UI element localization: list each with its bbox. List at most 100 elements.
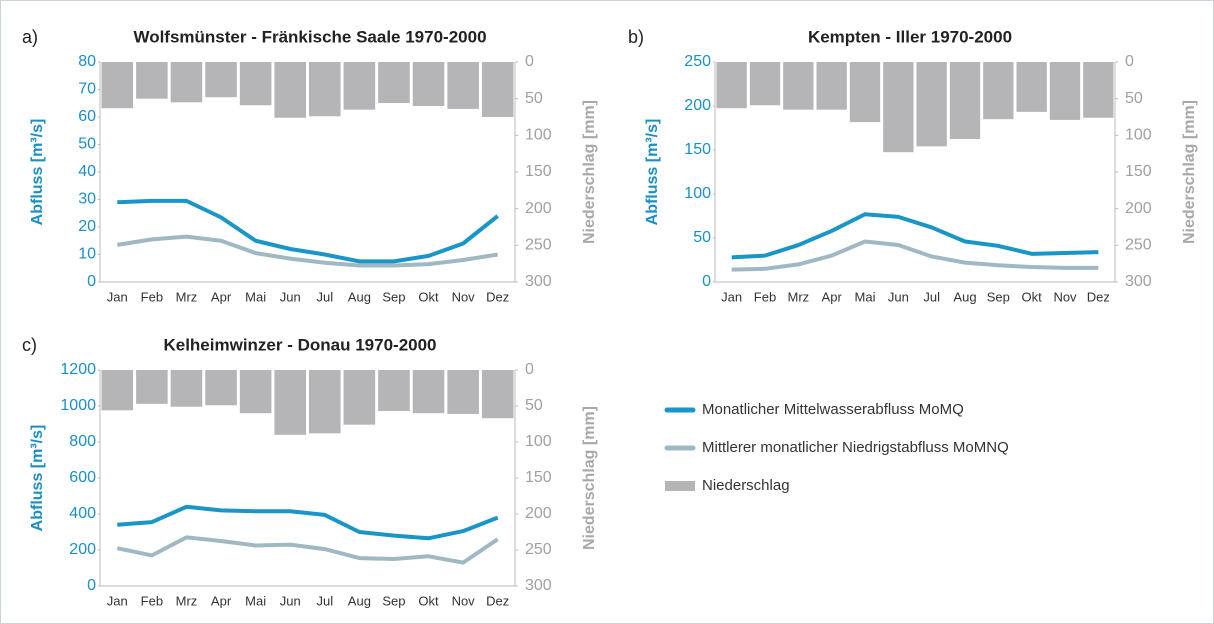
y-tick-label: 40 xyxy=(78,163,96,180)
y2-tick-label: 50 xyxy=(525,90,543,107)
y-tick-label: 400 xyxy=(69,505,96,522)
y-tick-label: 1000 xyxy=(60,397,96,414)
y2-tick-label: 100 xyxy=(525,433,552,450)
x-tick-label: Mai xyxy=(245,289,266,304)
panel-label: c) xyxy=(22,335,37,355)
precip-bar xyxy=(481,370,514,419)
x-tick-label: Nov xyxy=(1053,289,1077,304)
precip-bar xyxy=(309,62,341,117)
precip-bar xyxy=(816,62,847,110)
precip-bar xyxy=(170,370,203,407)
y2-tick-label: 300 xyxy=(1125,273,1152,290)
precip-bar xyxy=(1049,62,1081,120)
x-tick-label: Jun xyxy=(888,289,909,304)
x-tick-label: Jul xyxy=(316,289,333,304)
y-tick-label: 20 xyxy=(78,218,96,235)
x-tick-label: Jul xyxy=(316,593,333,608)
y2-tick-label: 50 xyxy=(525,397,543,414)
precip-bar xyxy=(749,62,781,106)
y-tick-label: 50 xyxy=(78,136,96,153)
y-axis-label: Abfluss [m³/s] xyxy=(644,119,661,226)
precip-bar xyxy=(309,370,341,434)
y-tick-label: 0 xyxy=(87,577,96,594)
precip-bar xyxy=(205,62,237,98)
y-tick-label: 600 xyxy=(69,469,96,486)
x-tick-label: Jan xyxy=(107,593,128,608)
x-tick-label: Apr xyxy=(211,593,232,608)
x-tick-label: Okt xyxy=(1022,289,1043,304)
y2-tick-label: 150 xyxy=(525,469,552,486)
precip-bar xyxy=(274,62,306,118)
y2-tick-label: 100 xyxy=(1125,127,1152,144)
y-tick-label: 150 xyxy=(684,141,711,158)
y-axis-label: Abfluss [m³/s] xyxy=(29,425,46,532)
y2-tick-label: 300 xyxy=(525,577,552,594)
precip-bar xyxy=(101,370,134,411)
chart-title: Kelheimwinzer - Donau 1970-2000 xyxy=(163,335,436,354)
precip-bar xyxy=(136,62,168,99)
y-tick-label: 0 xyxy=(702,273,711,290)
precip-bar xyxy=(1016,62,1047,112)
y2-tick-label: 250 xyxy=(525,237,552,254)
chart-title: Wolfsmünster - Fränkische Saale 1970-200… xyxy=(133,27,486,46)
precip-bar xyxy=(916,62,947,147)
flow-line xyxy=(117,504,499,541)
y2-tick-label: 250 xyxy=(1125,237,1152,254)
flow-line xyxy=(116,535,499,565)
x-tick-label: Okt xyxy=(418,289,439,304)
precip-bar xyxy=(136,370,168,404)
panel-label: b) xyxy=(628,27,644,47)
y2-axis-label: Niederschlag [mm] xyxy=(581,406,598,550)
precip-bar xyxy=(716,62,747,109)
precip-bar xyxy=(101,62,134,109)
x-tick-label: Nov xyxy=(452,289,476,304)
y2-tick-label: 0 xyxy=(525,361,534,378)
precip-bar xyxy=(274,370,306,435)
legend-label: Monatlicher Mittelwasserabfluss MoMQ xyxy=(702,401,964,418)
x-tick-label: Nov xyxy=(452,593,476,608)
y-tick-label: 0 xyxy=(87,273,96,290)
x-tick-label: Mrz xyxy=(787,289,809,304)
flow-line xyxy=(731,239,1099,272)
x-tick-label: Mai xyxy=(855,289,876,304)
y-tick-label: 70 xyxy=(78,81,96,98)
y2-tick-label: 50 xyxy=(1125,90,1143,107)
legend-label: Niederschlag xyxy=(702,477,790,494)
y2-axis-label: Niederschlag [mm] xyxy=(1181,100,1198,244)
y2-tick-label: 100 xyxy=(525,127,552,144)
x-tick-label: Dez xyxy=(1087,289,1110,304)
chart-title: Kempten - Iller 1970-2000 xyxy=(808,27,1012,46)
y2-tick-label: 150 xyxy=(1125,163,1152,180)
y2-tick-label: 200 xyxy=(525,505,552,522)
precip-bar xyxy=(447,62,479,109)
x-tick-label: Dez xyxy=(486,289,509,304)
y2-tick-label: 0 xyxy=(1125,53,1134,70)
precip-bar xyxy=(412,370,445,414)
y-tick-label: 100 xyxy=(684,185,711,202)
y2-tick-label: 200 xyxy=(1125,200,1152,217)
x-tick-label: Jan xyxy=(721,289,742,304)
x-tick-label: Feb xyxy=(141,593,163,608)
x-tick-label: Okt xyxy=(418,593,439,608)
y2-tick-label: 300 xyxy=(525,273,552,290)
y2-tick-label: 150 xyxy=(525,163,552,180)
x-tick-label: Apr xyxy=(211,289,232,304)
precip-bar xyxy=(783,62,814,110)
y2-tick-label: 250 xyxy=(525,541,552,558)
precip-bar xyxy=(447,370,479,414)
precip-bar xyxy=(205,370,237,406)
x-tick-label: Feb xyxy=(141,289,163,304)
panel-label: a) xyxy=(22,27,38,47)
flow-line xyxy=(116,234,499,268)
y2-tick-label: 200 xyxy=(525,200,552,217)
x-tick-label: Mai xyxy=(245,593,266,608)
x-tick-label: Jan xyxy=(107,289,128,304)
x-tick-label: Sep xyxy=(382,593,405,608)
precip-bar xyxy=(481,62,514,117)
precip-bar xyxy=(412,62,445,106)
legend-label: Mittlerer monatlicher Niedrigstabfluss M… xyxy=(702,439,1009,456)
x-tick-label: Mrz xyxy=(176,593,198,608)
flow-line xyxy=(117,198,499,264)
x-tick-label: Aug xyxy=(953,289,976,304)
y-axis-label: Abfluss [m³/s] xyxy=(29,119,46,226)
